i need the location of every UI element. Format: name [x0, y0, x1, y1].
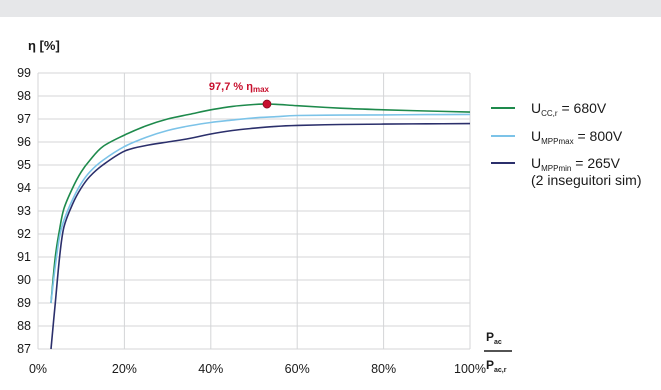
- y-tick-label: 90: [17, 273, 31, 287]
- x-axis-label: Pac Pac,r: [484, 330, 512, 374]
- y-tick-label: 89: [17, 296, 31, 310]
- top-band: [0, 0, 661, 17]
- legend-note-3: (2 inseguitori sim): [531, 172, 641, 188]
- grid: [37, 72, 471, 350]
- y-tick-label: 94: [17, 181, 31, 195]
- y-tick-label: 87: [17, 342, 31, 356]
- svg-text:Pac: Pac: [486, 330, 502, 346]
- x-tick-label: 100%: [454, 362, 486, 376]
- series-line-3: [50, 122, 471, 350]
- y-tick-label: 97: [17, 112, 31, 126]
- y-tick-label: 95: [17, 158, 31, 172]
- max-annotation: 97,7 % ηmax: [209, 81, 272, 109]
- y-tick-label: 92: [17, 227, 31, 241]
- legend: UCC,r = 680V UMPPmax = 800V UMPPmin = 265V…: [491, 100, 641, 188]
- legend-label-2: UMPPmax = 800V: [531, 128, 623, 146]
- series-lines: [50, 103, 471, 350]
- x-tick-label: 60%: [285, 362, 310, 376]
- x-label-numerator-sub: ac: [494, 339, 502, 346]
- y-axis-label: η [%]: [28, 38, 60, 53]
- y-tick-label: 91: [17, 250, 31, 264]
- x-label-denominator: P: [486, 358, 494, 372]
- x-tick-label: 20%: [112, 362, 137, 376]
- y-tick-label: 96: [17, 135, 31, 149]
- series-line-1: [50, 103, 471, 304]
- x-label-numerator: P: [486, 330, 494, 344]
- max-point-marker: [262, 99, 272, 109]
- x-label-denominator-sub: ac,r: [494, 367, 507, 374]
- max-annotation-text: 97,7 % η: [209, 81, 253, 93]
- max-annotation-label: 97,7 % ηmax: [209, 81, 270, 94]
- y-tick-label: 98: [17, 89, 31, 103]
- y-tick-label: 99: [17, 66, 31, 80]
- y-tick-labels: 87 88 89 90 91 92 93 94 95 96 97 98 99: [17, 66, 31, 356]
- x-tick-label: 0%: [29, 362, 47, 376]
- x-tick-label: 80%: [371, 362, 396, 376]
- legend-label-1: UCC,r = 680V: [531, 100, 607, 118]
- max-annotation-sub: max: [253, 85, 270, 94]
- x-tick-label: 40%: [198, 362, 223, 376]
- x-tick-labels: 0% 20% 40% 60% 80% 100%: [29, 362, 486, 376]
- svg-text:Pac,r: Pac,r: [486, 358, 507, 374]
- y-tick-label: 93: [17, 204, 31, 218]
- y-tick-label: 88: [17, 319, 31, 333]
- series-line-2: [50, 113, 471, 304]
- legend-label-3: UMPPmin = 265V: [531, 155, 621, 173]
